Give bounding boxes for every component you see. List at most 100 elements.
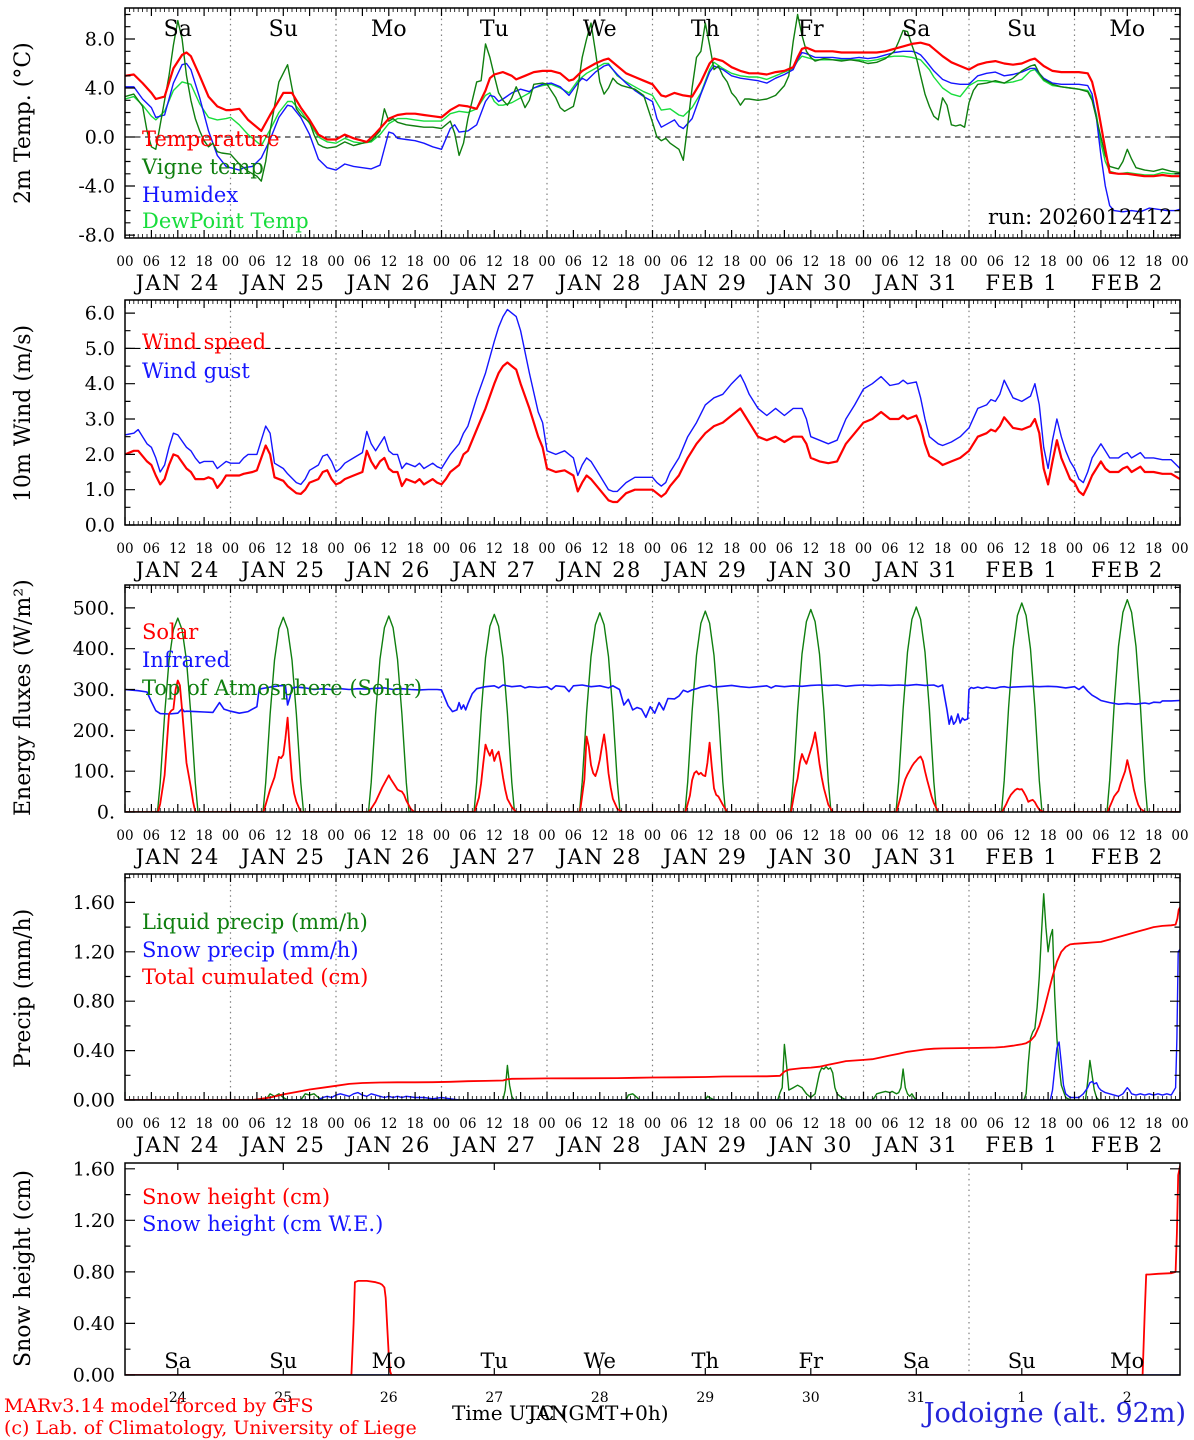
y-ticks — [125, 13, 1180, 236]
hour-label: 12 — [486, 828, 503, 844]
legend-temperature: Temperature — [142, 127, 280, 151]
hour-label: 18 — [1145, 1116, 1162, 1132]
hour-label: 12 — [802, 541, 819, 557]
snow-panel-day-number: 30 — [802, 1390, 820, 1406]
hour-label: 06 — [881, 541, 898, 557]
day-label: JAN 26 — [345, 271, 431, 295]
day-label: JAN 30 — [767, 558, 853, 582]
hour-label: 06 — [248, 254, 265, 270]
y-tick-label: 0. — [97, 802, 115, 824]
hour-label: 00 — [644, 1116, 661, 1132]
hour-ticks — [129, 300, 1176, 525]
day-label: FEB 1 — [985, 1133, 1058, 1157]
hour-label: 00 — [855, 254, 872, 270]
hour-label: 18 — [1040, 254, 1057, 270]
series-temperature — [125, 41, 1180, 178]
y-ticks — [125, 1168, 1180, 1376]
day-label: JAN 26 — [345, 845, 431, 869]
axis-title-precip: Precip (mm/h) — [11, 908, 36, 1068]
day-label: FEB 2 — [1091, 271, 1164, 295]
hour-label: 00 — [222, 254, 239, 270]
series-top-of-atmosphere-solar — [125, 599, 1180, 812]
hour-label: 18 — [618, 1116, 635, 1132]
hour-label: 18 — [618, 541, 635, 557]
hour-label: 12 — [486, 541, 503, 557]
hour-label: 00 — [749, 254, 766, 270]
hour-label: 00 — [960, 828, 977, 844]
run-label: run: 2026012412 — [988, 205, 1173, 229]
hour-label: 06 — [354, 541, 371, 557]
hour-label: 00 — [1066, 828, 1083, 844]
axis-title-wind: 10m Wind (m/s) — [11, 324, 36, 502]
hour-label: 06 — [1092, 254, 1109, 270]
hour-label: 12 — [1119, 541, 1136, 557]
series-infrared — [125, 683, 1180, 726]
legend-total-cumulated: Total cumulated (cm) — [142, 965, 369, 989]
hour-label: 12 — [697, 1116, 714, 1132]
y-ticks — [125, 312, 1180, 526]
series-vigne-temp — [125, 13, 1180, 182]
day-label: JAN 26 — [345, 1133, 431, 1157]
hour-label: 06 — [459, 828, 476, 844]
hour-label: 18 — [407, 828, 424, 844]
hour-label: 00 — [433, 541, 450, 557]
hour-label: 06 — [987, 541, 1004, 557]
panel-snow_height: 1.60 1.20 0.80 0.40 0.00 — [73, 1158, 1181, 1387]
day-label: JAN 31 — [872, 1133, 958, 1157]
hour-label: 00 — [1066, 1116, 1083, 1132]
hour-label: 06 — [143, 541, 160, 557]
day-label: FEB 1 — [985, 558, 1058, 582]
hour-label: 18 — [1040, 828, 1057, 844]
station-label: Jodoigne (alt. 92m) — [923, 1398, 1186, 1429]
hour-label: 06 — [143, 254, 160, 270]
hour-label: 06 — [565, 541, 582, 557]
hour-label: 00 — [222, 828, 239, 844]
snow-panel-day-number: 28 — [591, 1390, 609, 1406]
series-snow-precip-mm-h — [125, 948, 1180, 1100]
series-total-cumulated-cm — [125, 906, 1180, 1100]
hour-label: 00 — [538, 828, 555, 844]
hour-label: 00 — [116, 541, 133, 557]
hour-label: 12 — [697, 541, 714, 557]
day-label: FEB 1 — [985, 271, 1058, 295]
y-tick-label: 8.0 — [85, 29, 115, 51]
hour-label: 00 — [749, 541, 766, 557]
snow-panel-day-number: 25 — [274, 1390, 292, 1406]
hour-label: 18 — [829, 828, 846, 844]
snow-panel-day-number: 29 — [696, 1390, 714, 1406]
weekday-label-bottom: We — [584, 1349, 616, 1373]
hour-label: 12 — [697, 828, 714, 844]
snow-panel-day-number: 2 — [1123, 1390, 1132, 1406]
hour-label: 00 — [327, 828, 344, 844]
day-label: JAN 27 — [450, 558, 536, 582]
hour-label: 12 — [697, 254, 714, 270]
y-tick-label: 500. — [73, 597, 115, 619]
day-label: JAN 24 — [134, 845, 220, 869]
hour-label: 12 — [380, 1116, 397, 1132]
y-tick-label: 400. — [73, 638, 115, 660]
hour-label: 18 — [723, 541, 740, 557]
hour-label: 12 — [1013, 828, 1030, 844]
hour-label: 18 — [301, 1116, 318, 1132]
hour-label: 06 — [881, 254, 898, 270]
hour-label: 00 — [433, 1116, 450, 1132]
weekday-label-bottom: Mo — [1110, 1349, 1144, 1373]
hour-label: 00 — [327, 254, 344, 270]
panel-frame — [124, 1162, 1181, 1376]
weekday-label-bottom: Th — [691, 1349, 719, 1373]
weekday-label-top: Mo — [1109, 17, 1145, 42]
y-tick-label: 6.0 — [85, 303, 115, 325]
snow-panel-day-number: 27 — [485, 1390, 503, 1406]
weekday-label-bottom: Su — [269, 1349, 297, 1373]
y-tick-label: 0.80 — [73, 1261, 115, 1283]
sixhour-ticks — [124, 300, 1181, 525]
hour-label: 18 — [512, 1116, 529, 1132]
legend-humidex: Humidex — [142, 183, 239, 207]
weekday-label-top: Th — [691, 17, 720, 42]
month-overlay-label: JAN — [528, 1401, 568, 1425]
weekday-label-top: Fr — [798, 17, 824, 42]
hour-label: 06 — [670, 1116, 687, 1132]
hour-label: 06 — [1092, 1116, 1109, 1132]
y-tick-label: 0.80 — [73, 991, 115, 1013]
